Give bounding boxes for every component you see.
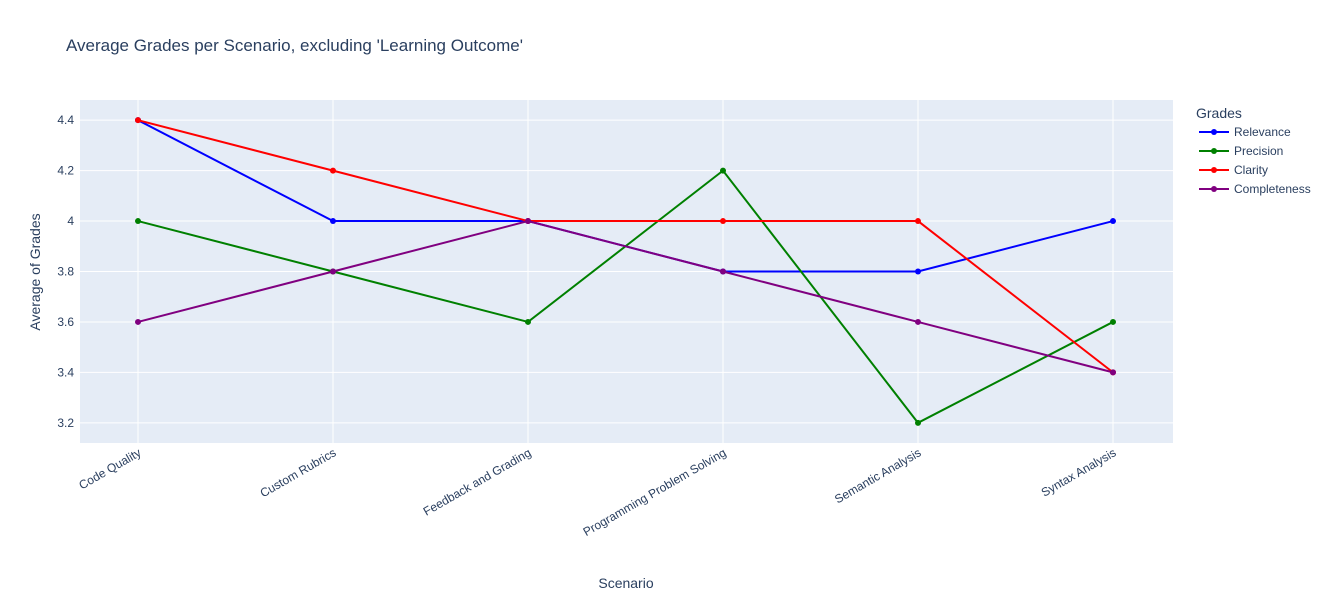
data-point	[915, 268, 921, 275]
data-point	[720, 167, 726, 174]
y-axis-title: Average of Grades	[27, 213, 43, 330]
legend-item-completeness[interactable]: Completeness	[1199, 182, 1311, 196]
data-point	[1110, 369, 1116, 376]
x-tick-label: Feedback and Grading	[421, 445, 534, 518]
data-point	[330, 167, 336, 174]
y-tick-label: 4.4	[57, 113, 74, 127]
x-tick-label: Semantic Analysis	[832, 445, 923, 506]
y-tick-label: 3.6	[57, 315, 74, 329]
data-point	[135, 318, 141, 325]
data-point	[720, 268, 726, 275]
x-tick-label: Programming Problem Solving	[581, 445, 729, 538]
data-point	[330, 268, 336, 275]
y-tick-label: 3.8	[57, 265, 74, 279]
data-point	[525, 318, 531, 325]
x-tick-label: Code Quality	[76, 445, 143, 492]
y-tick-label: 3.4	[57, 365, 74, 379]
chart-title: Average Grades per Scenario, excluding '…	[66, 36, 523, 55]
legend-label: Relevance	[1234, 125, 1291, 139]
x-tick-label: Syntax Analysis	[1039, 445, 1119, 499]
x-axis-ticks: Code Quality Custom Rubrics Feedback and G…	[76, 445, 1118, 538]
legend-marker	[1211, 148, 1217, 154]
data-point	[915, 419, 921, 426]
series-line	[137, 119, 1114, 374]
y-tick-label: 3.2	[57, 416, 74, 430]
x-axis-title: Scenario	[598, 575, 653, 591]
series-completeness	[135, 218, 1116, 376]
legend-marker	[1211, 129, 1217, 135]
series-group	[135, 117, 1116, 426]
data-point	[1110, 218, 1116, 225]
legend: Grades Relevance Precision Clarity Complete…	[1196, 105, 1311, 196]
y-axis-ticks: 3.2 3.4 3.6 3.8 4 4.2 4.4	[57, 113, 74, 430]
legend-label: Completeness	[1234, 182, 1311, 196]
data-point	[915, 318, 921, 325]
series-line	[137, 220, 1114, 374]
legend-item-relevance[interactable]: Relevance	[1199, 125, 1291, 139]
legend-title: Grades	[1196, 105, 1242, 121]
x-tick-label: Custom Rubrics	[258, 445, 339, 500]
legend-marker	[1211, 167, 1217, 173]
data-point	[1110, 318, 1116, 325]
y-tick-label: 4.2	[57, 164, 74, 178]
legend-label: Precision	[1234, 144, 1283, 158]
legend-marker	[1211, 186, 1217, 192]
y-tick-label: 4	[67, 214, 74, 228]
data-point	[330, 218, 336, 225]
legend-item-clarity[interactable]: Clarity	[1199, 163, 1268, 177]
legend-item-precision[interactable]: Precision	[1199, 144, 1283, 158]
data-point	[135, 117, 141, 124]
data-point	[525, 218, 531, 225]
data-point	[915, 218, 921, 225]
legend-label: Clarity	[1234, 163, 1268, 177]
data-point	[135, 218, 141, 225]
data-point	[720, 218, 726, 225]
